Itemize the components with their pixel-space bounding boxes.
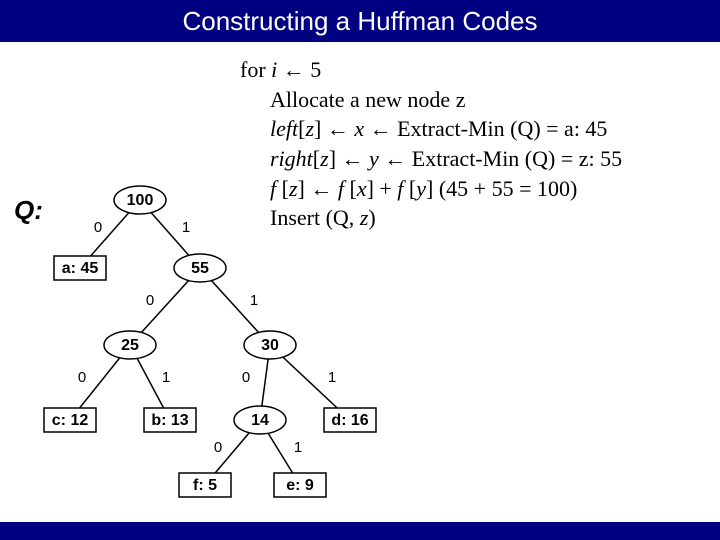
t: ← Extract-Min (Q) = a: 45: [364, 116, 607, 141]
node-label: 30: [261, 337, 279, 354]
edge-label: 1: [328, 369, 336, 386]
bottom-bar: [0, 522, 720, 540]
edge-label: 0: [94, 219, 102, 236]
node-label: b: 13: [151, 412, 188, 429]
edge-label: 0: [78, 369, 86, 386]
var-z: z: [320, 146, 329, 171]
node-label: d: 16: [331, 412, 368, 429]
node-label: a: 45: [62, 260, 99, 277]
node-label: 100: [127, 192, 154, 209]
pseudo-line-2: Allocate a new node z: [240, 85, 622, 115]
var-y: y: [416, 176, 426, 201]
t: ] ←: [314, 116, 354, 141]
var-z: z: [305, 116, 314, 141]
pseudo-line-4: right[z] ← y ← Extract-Min (Q) = z: 55: [240, 144, 622, 174]
t: ] ←: [329, 146, 369, 171]
edge-label: 0: [146, 292, 154, 309]
var-y: y: [369, 146, 379, 171]
edge-label: 1: [294, 439, 302, 456]
node-label: c: 12: [52, 412, 89, 429]
node-label: 14: [251, 412, 269, 429]
t: for: [240, 57, 271, 82]
t: ] (45 + 55 = 100): [426, 176, 577, 201]
node-label: 25: [121, 337, 139, 354]
title-bar: Constructing a Huffman Codes: [0, 0, 720, 42]
node-label: e: 9: [286, 477, 314, 494]
kw-left: left: [270, 116, 298, 141]
node-label: 55: [191, 260, 209, 277]
edge-label: 1: [250, 292, 258, 309]
page-title: Constructing a Huffman Codes: [182, 6, 537, 37]
kw-right: right: [270, 146, 313, 171]
queue-label: Q:: [14, 195, 43, 226]
var-x: x: [354, 116, 364, 141]
node-label: f: 5: [193, 477, 217, 494]
t: ← Extract-Min (Q) = z: 55: [379, 146, 622, 171]
edge-label: 0: [214, 439, 222, 456]
pseudo-line-1: for i ← 5: [240, 55, 622, 85]
pseudo-line-3: left[z] ← x ← Extract-Min (Q) = a: 45: [240, 114, 622, 144]
edge-label: 1: [162, 369, 170, 386]
edge-label: 0: [242, 369, 250, 386]
t: ← 5: [277, 57, 321, 82]
edge-label: 1: [182, 219, 190, 236]
huffman-tree: 100a: 45552530c: 12b: 1314d: 16f: 5e: 9 …: [40, 180, 400, 510]
